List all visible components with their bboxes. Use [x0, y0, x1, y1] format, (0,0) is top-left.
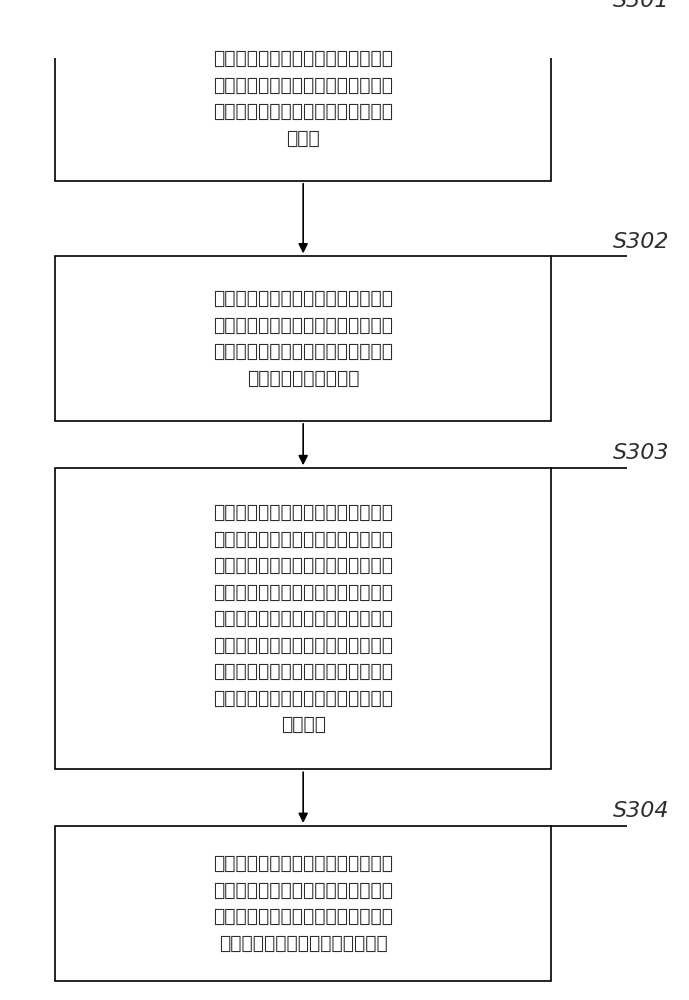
- Text: 处理对角元，乘法单元分别从第一存
储器、第二存储器中得到对角元系数
和对角元进行乘法运算，获得对应的
解向量: 处理对角元，乘法单元分别从第一存 储器、第二存储器中得到对角元系数 和对角元进行…: [213, 49, 393, 148]
- Text: S304: S304: [613, 801, 669, 821]
- FancyBboxPatch shape: [55, 468, 551, 769]
- Text: 从第二存储器中和第四存储器中分别
获取右端项和非对角元乘法运算结果
进行加法运算，并将加法运算结果存
储到第二存储器中，以更新右端项: 从第二存储器中和第四存储器中分别 获取右端项和非对角元乘法运算结果 进行加法运算…: [213, 854, 393, 953]
- Text: 若该解向量只用于本处理单元中进行
计算，则存储到第二存储器中；否则
，还需存储到寄存器中，由通信单元
传输给下一级处理单元: 若该解向量只用于本处理单元中进行 计算，则存储到第二存储器中；否则 ，还需存储到…: [213, 289, 393, 388]
- Text: S302: S302: [613, 232, 669, 252]
- FancyBboxPatch shape: [55, 826, 551, 981]
- FancyBboxPatch shape: [55, 256, 551, 421]
- Text: 处理非对角元，若非对角元依赖的解
向量来源于本处理单元，则乘法单元
从第三存储器和第二存储器中分别获
取非对角元系数和解向量进行乘法运
算，运算结果存储到第四存: 处理非对角元，若非对角元依赖的解 向量来源于本处理单元，则乘法单元 从第三存储器…: [213, 503, 393, 734]
- FancyBboxPatch shape: [55, 16, 551, 181]
- Text: S303: S303: [613, 443, 669, 463]
- Text: S301: S301: [613, 0, 669, 11]
